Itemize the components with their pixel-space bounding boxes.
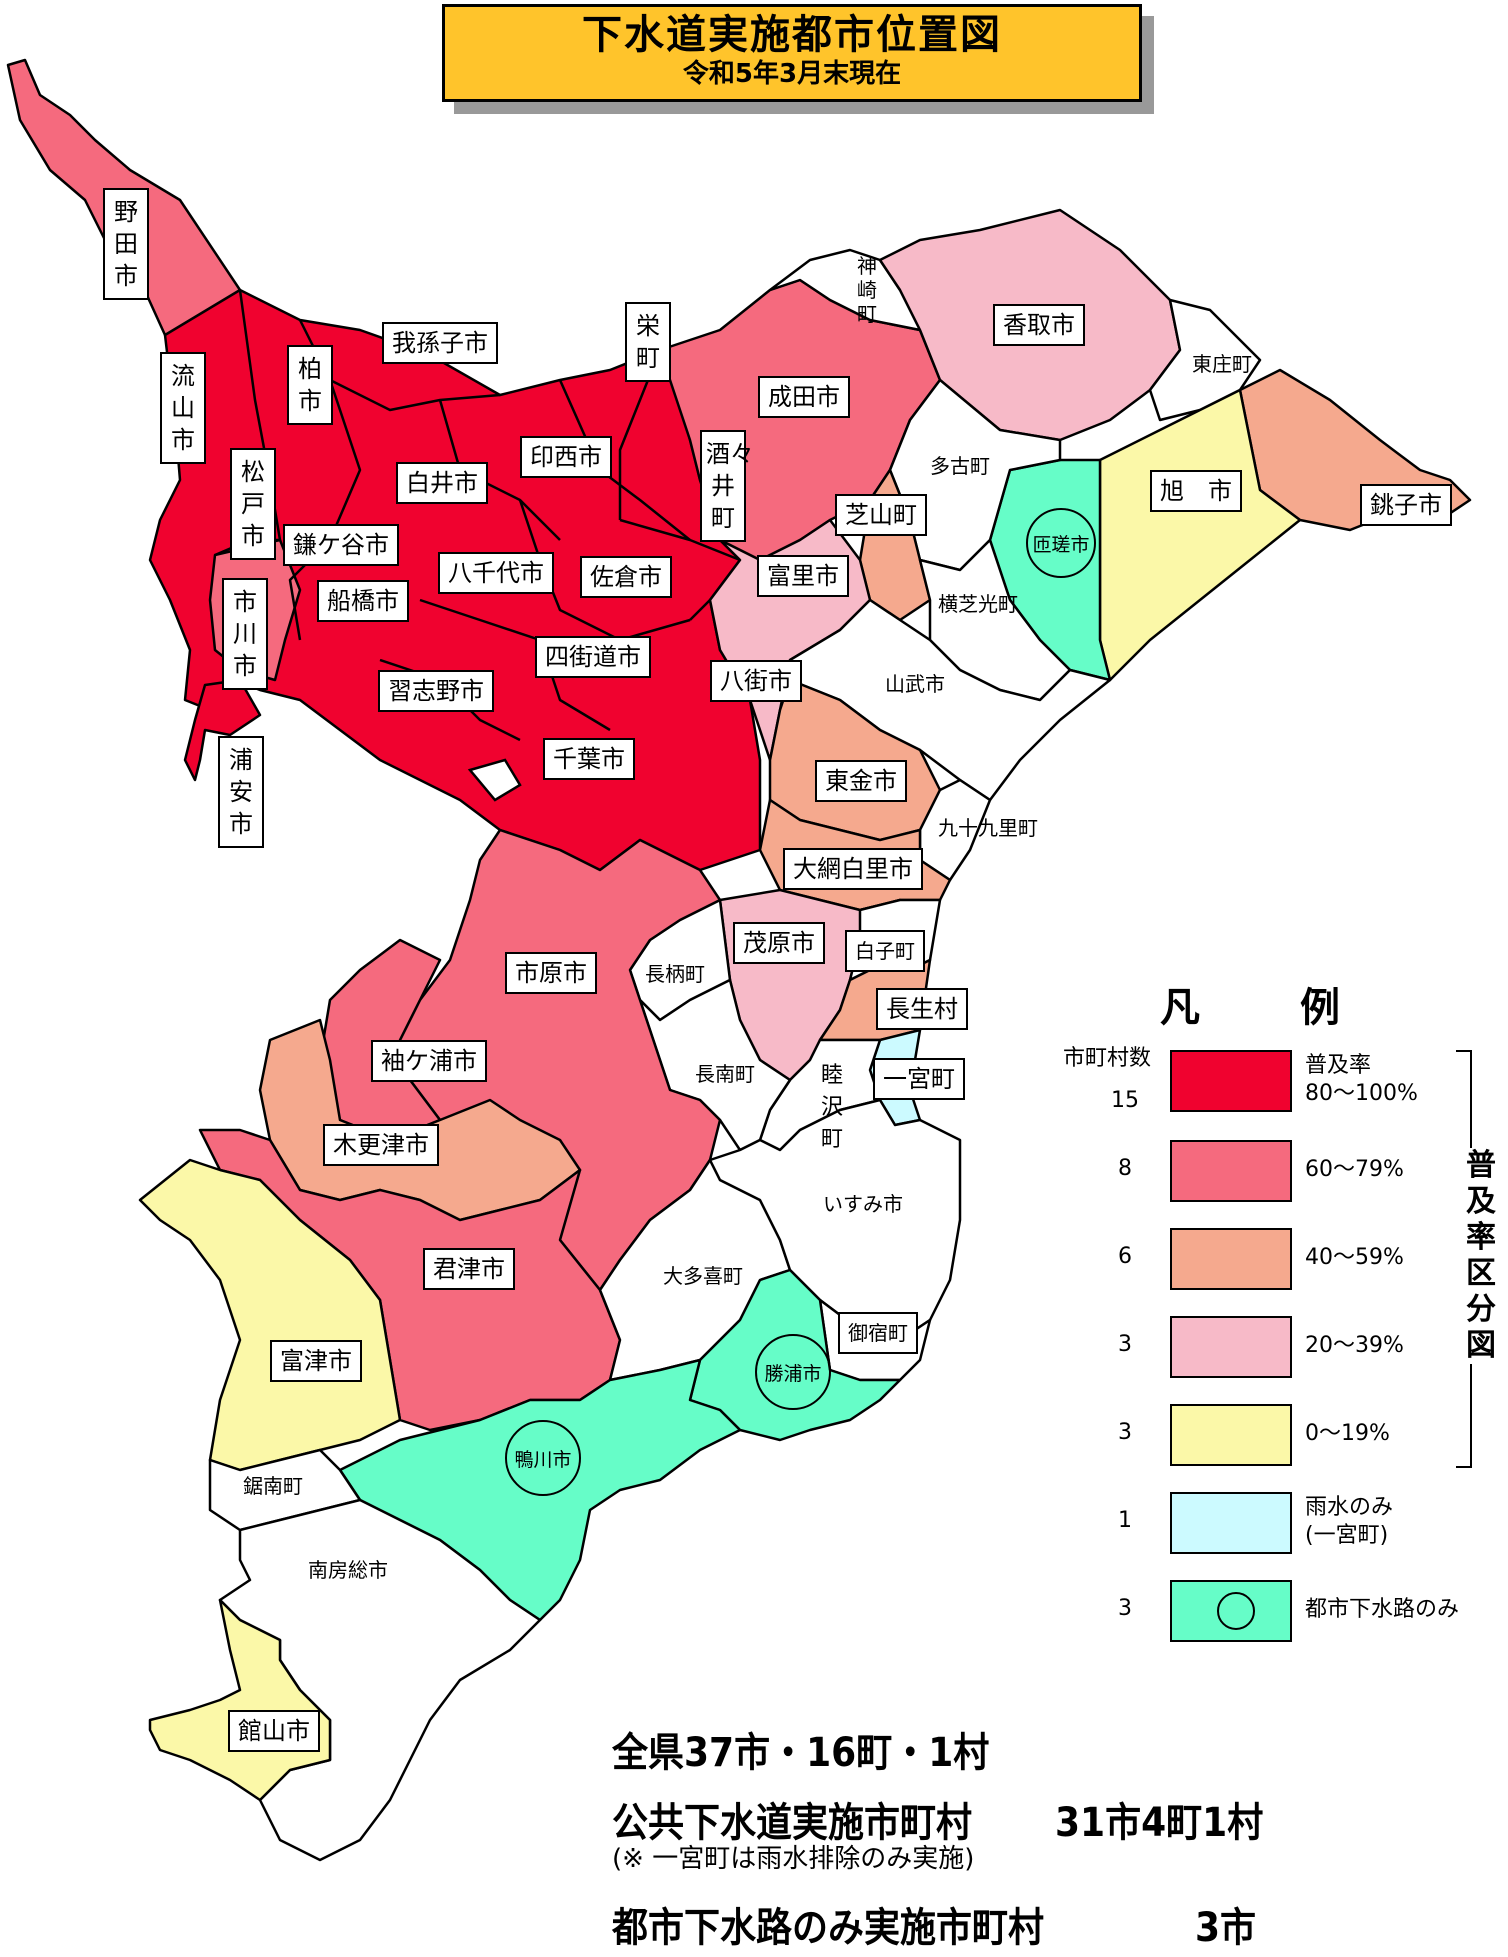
legend-range-line: 0～19% (1305, 1421, 1390, 1446)
map-title: 下水道実施都市位置図 (582, 12, 1002, 58)
label-ichinomiya: 一宮町 (873, 1058, 965, 1100)
label-shisui: 酒々井町 (700, 430, 754, 542)
label-chosei: 長生村 (876, 988, 968, 1030)
legend-count: 3 (1118, 1420, 1132, 1445)
summary-public-value: 31市4町1村 (1055, 1800, 1264, 1846)
legend-range-line: 80～100% (1305, 1081, 1418, 1106)
legend-count: 8 (1118, 1156, 1132, 1181)
summary-urban-value: 3市 (1195, 1905, 1257, 1951)
summary-urban-label: 都市下水路のみ実施市町村 (612, 1905, 1044, 1951)
label-nagara: 長柄町 (645, 962, 705, 986)
legend-range-line: 都市下水路のみ (1305, 1597, 1460, 1622)
label-inzai: 印西市 (520, 436, 612, 478)
label-funabashi: 船橋市 (317, 580, 409, 622)
label-sakura: 佐倉市 (580, 556, 672, 598)
label-sakae: 栄町 (625, 302, 671, 382)
label-tako: 多古町 (930, 454, 990, 478)
legend-circle-icon (1217, 1592, 1255, 1630)
label-asahi: 旭 市 (1150, 470, 1242, 512)
legend-range-line: 雨水のみ (1305, 1495, 1394, 1520)
legend-swatch (1170, 1404, 1292, 1466)
label-ichikawa: 市川市 (222, 578, 268, 690)
legend-count: 3 (1118, 1596, 1132, 1621)
label-yachimata: 八街市 (710, 660, 802, 702)
summary-total: 全県37市・16町・1村 (612, 1730, 990, 1776)
legend-swatch (1170, 1228, 1292, 1290)
label-onjuku: 御宿町 (838, 1312, 918, 1354)
label-kamagaya: 鎌ケ谷市 (283, 524, 399, 566)
label-tonosho: 東庄町 (1192, 352, 1252, 376)
legend-count: 15 (1111, 1088, 1139, 1113)
legend-bracket-label: 普及率区分図 (1463, 1148, 1499, 1364)
label-noda: 野田市 (103, 188, 149, 300)
legend-range: 60～79% (1305, 1156, 1404, 1184)
legend-count: 3 (1118, 1332, 1132, 1357)
label-katsuura: 勝浦市 (755, 1334, 831, 1410)
label-narashino: 習志野市 (378, 670, 494, 712)
label-kimitsu: 君津市 (423, 1248, 515, 1290)
summary-public-label: 公共下水道実施市町村 (612, 1800, 972, 1846)
legend-range-line: 60～79% (1305, 1157, 1404, 1182)
legend-swatch (1170, 1580, 1292, 1642)
label-nagareyama: 流山市 (160, 352, 206, 464)
label-abiko: 我孫子市 (382, 322, 498, 364)
label-kujukuri: 九十九里町 (938, 816, 1038, 840)
map-title-box: 下水道実施都市位置図 令和5年3月末現在 (442, 4, 1142, 102)
legend-count: 1 (1118, 1508, 1132, 1533)
label-futtsu: 富津市 (270, 1340, 362, 1382)
label-shiroi: 白井市 (396, 462, 488, 504)
legend-range: 0～19% (1305, 1420, 1390, 1448)
legend-swatch (1170, 1316, 1292, 1378)
label-kamogawa: 鴨川市 (505, 1420, 581, 1496)
label-chiba: 千葉市 (543, 738, 635, 780)
legend-count-heading: 市町村数 (1062, 1046, 1151, 1071)
legend-swatch (1170, 1140, 1292, 1202)
legend-range-line: (一宮町) (1305, 1523, 1389, 1548)
legend-swatch (1170, 1492, 1292, 1554)
label-tateyama: 館山市 (228, 1710, 320, 1752)
label-sosa: 匝瑳市 (1026, 508, 1096, 578)
label-yokoshibahikari: 横芝光町 (938, 592, 1018, 616)
label-kyonan: 鋸南町 (243, 1474, 303, 1498)
label-tomisato: 富里市 (757, 555, 849, 597)
label-narita: 成田市 (758, 376, 850, 418)
legend-range-line: 普及率 (1305, 1053, 1372, 1078)
legend-range-line: 20～39% (1305, 1333, 1404, 1358)
legend-range: 普及率 80～100% (1305, 1052, 1418, 1108)
label-urayasu: 浦安市 (218, 736, 264, 848)
label-mobara: 茂原市 (733, 922, 825, 964)
summary-public-note: (※ 一宮町は雨水排除のみ実施) (612, 1844, 975, 1874)
label-isumi: いすみ市 (823, 1192, 903, 1216)
label-kisarazu: 木更津市 (323, 1124, 439, 1166)
map-subtitle: 令和5年3月末現在 (682, 59, 902, 89)
label-yachiyo: 八千代市 (438, 552, 554, 594)
legend-count: 6 (1118, 1244, 1132, 1269)
region-urayasu (183, 678, 262, 782)
label-minamiboso: 南房総市 (308, 1558, 388, 1582)
region-isumi (708, 1098, 962, 1342)
legend-heading: 凡 例 (1160, 985, 1370, 1031)
legend-swatch (1170, 1050, 1292, 1112)
legend-range: 雨水のみ (一宮町) (1305, 1494, 1393, 1550)
label-shibayama: 芝山町 (835, 494, 927, 536)
legend-range: 都市下水路のみ (1305, 1596, 1459, 1624)
legend-range: 40～59% (1305, 1244, 1404, 1272)
label-chonan: 長南町 (695, 1062, 755, 1086)
label-yotsukaido: 四街道市 (535, 636, 651, 678)
label-mutsuzawa: 睦沢町 (820, 1063, 843, 1152)
label-sodegaura: 袖ケ浦市 (371, 1040, 487, 1082)
label-oamishirasato: 大網白里市 (783, 848, 923, 890)
label-otaki: 大多喜町 (663, 1264, 743, 1288)
label-choshi: 銚子市 (1360, 484, 1452, 526)
legend-range: 20～39% (1305, 1332, 1404, 1360)
label-shirako: 白子町 (845, 930, 925, 972)
label-togane: 東金市 (815, 760, 907, 802)
label-ichihara: 市原市 (505, 952, 597, 994)
label-katori: 香取市 (993, 304, 1085, 346)
label-kozaki: 神崎町 (857, 254, 877, 326)
label-sammu: 山武市 (885, 672, 945, 696)
legend-range-line: 40～59% (1305, 1245, 1404, 1270)
label-matsudo: 松戸市 (230, 448, 276, 560)
label-kashiwa: 柏市 (287, 345, 333, 425)
